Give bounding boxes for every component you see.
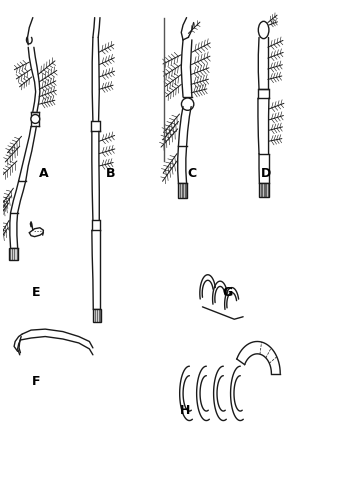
- Text: H: H: [180, 404, 190, 417]
- Bar: [259, 183, 269, 197]
- Text: D: D: [261, 167, 271, 180]
- Text: E: E: [32, 286, 41, 298]
- Text: A: A: [39, 167, 48, 180]
- Ellipse shape: [181, 98, 194, 110]
- Bar: [178, 183, 187, 198]
- Text: G: G: [222, 286, 232, 298]
- Text: B: B: [106, 167, 115, 180]
- Text: C: C: [187, 167, 196, 180]
- Text: F: F: [32, 374, 41, 388]
- Ellipse shape: [31, 114, 40, 124]
- Ellipse shape: [258, 22, 269, 38]
- Bar: [9, 248, 18, 260]
- Bar: [93, 310, 101, 322]
